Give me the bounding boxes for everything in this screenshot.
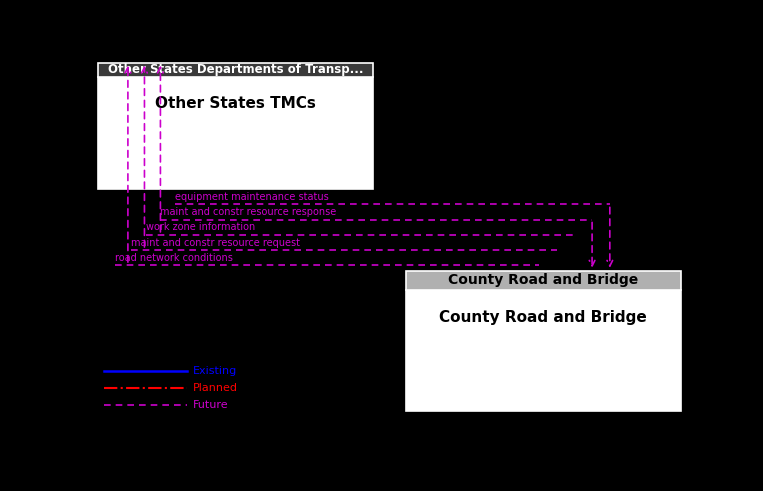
Bar — [406, 271, 681, 290]
Text: Planned: Planned — [193, 383, 238, 393]
Bar — [406, 290, 681, 410]
Text: work zone information: work zone information — [146, 222, 255, 232]
Text: maint and constr resource request: maint and constr resource request — [131, 238, 300, 247]
Text: equipment maintenance status: equipment maintenance status — [175, 192, 329, 202]
Text: County Road and Bridge: County Road and Bridge — [439, 310, 647, 325]
Text: Other States Departments of Transp...: Other States Departments of Transp... — [108, 63, 363, 77]
Text: Existing: Existing — [193, 366, 237, 376]
Text: County Road and Bridge: County Road and Bridge — [448, 273, 639, 287]
Bar — [98, 63, 373, 77]
Text: road network conditions: road network conditions — [115, 253, 233, 263]
Bar — [98, 77, 373, 190]
Text: Future: Future — [193, 400, 229, 410]
Text: maint and constr resource response: maint and constr resource response — [160, 207, 336, 218]
Text: Other States TMCs: Other States TMCs — [156, 96, 316, 111]
